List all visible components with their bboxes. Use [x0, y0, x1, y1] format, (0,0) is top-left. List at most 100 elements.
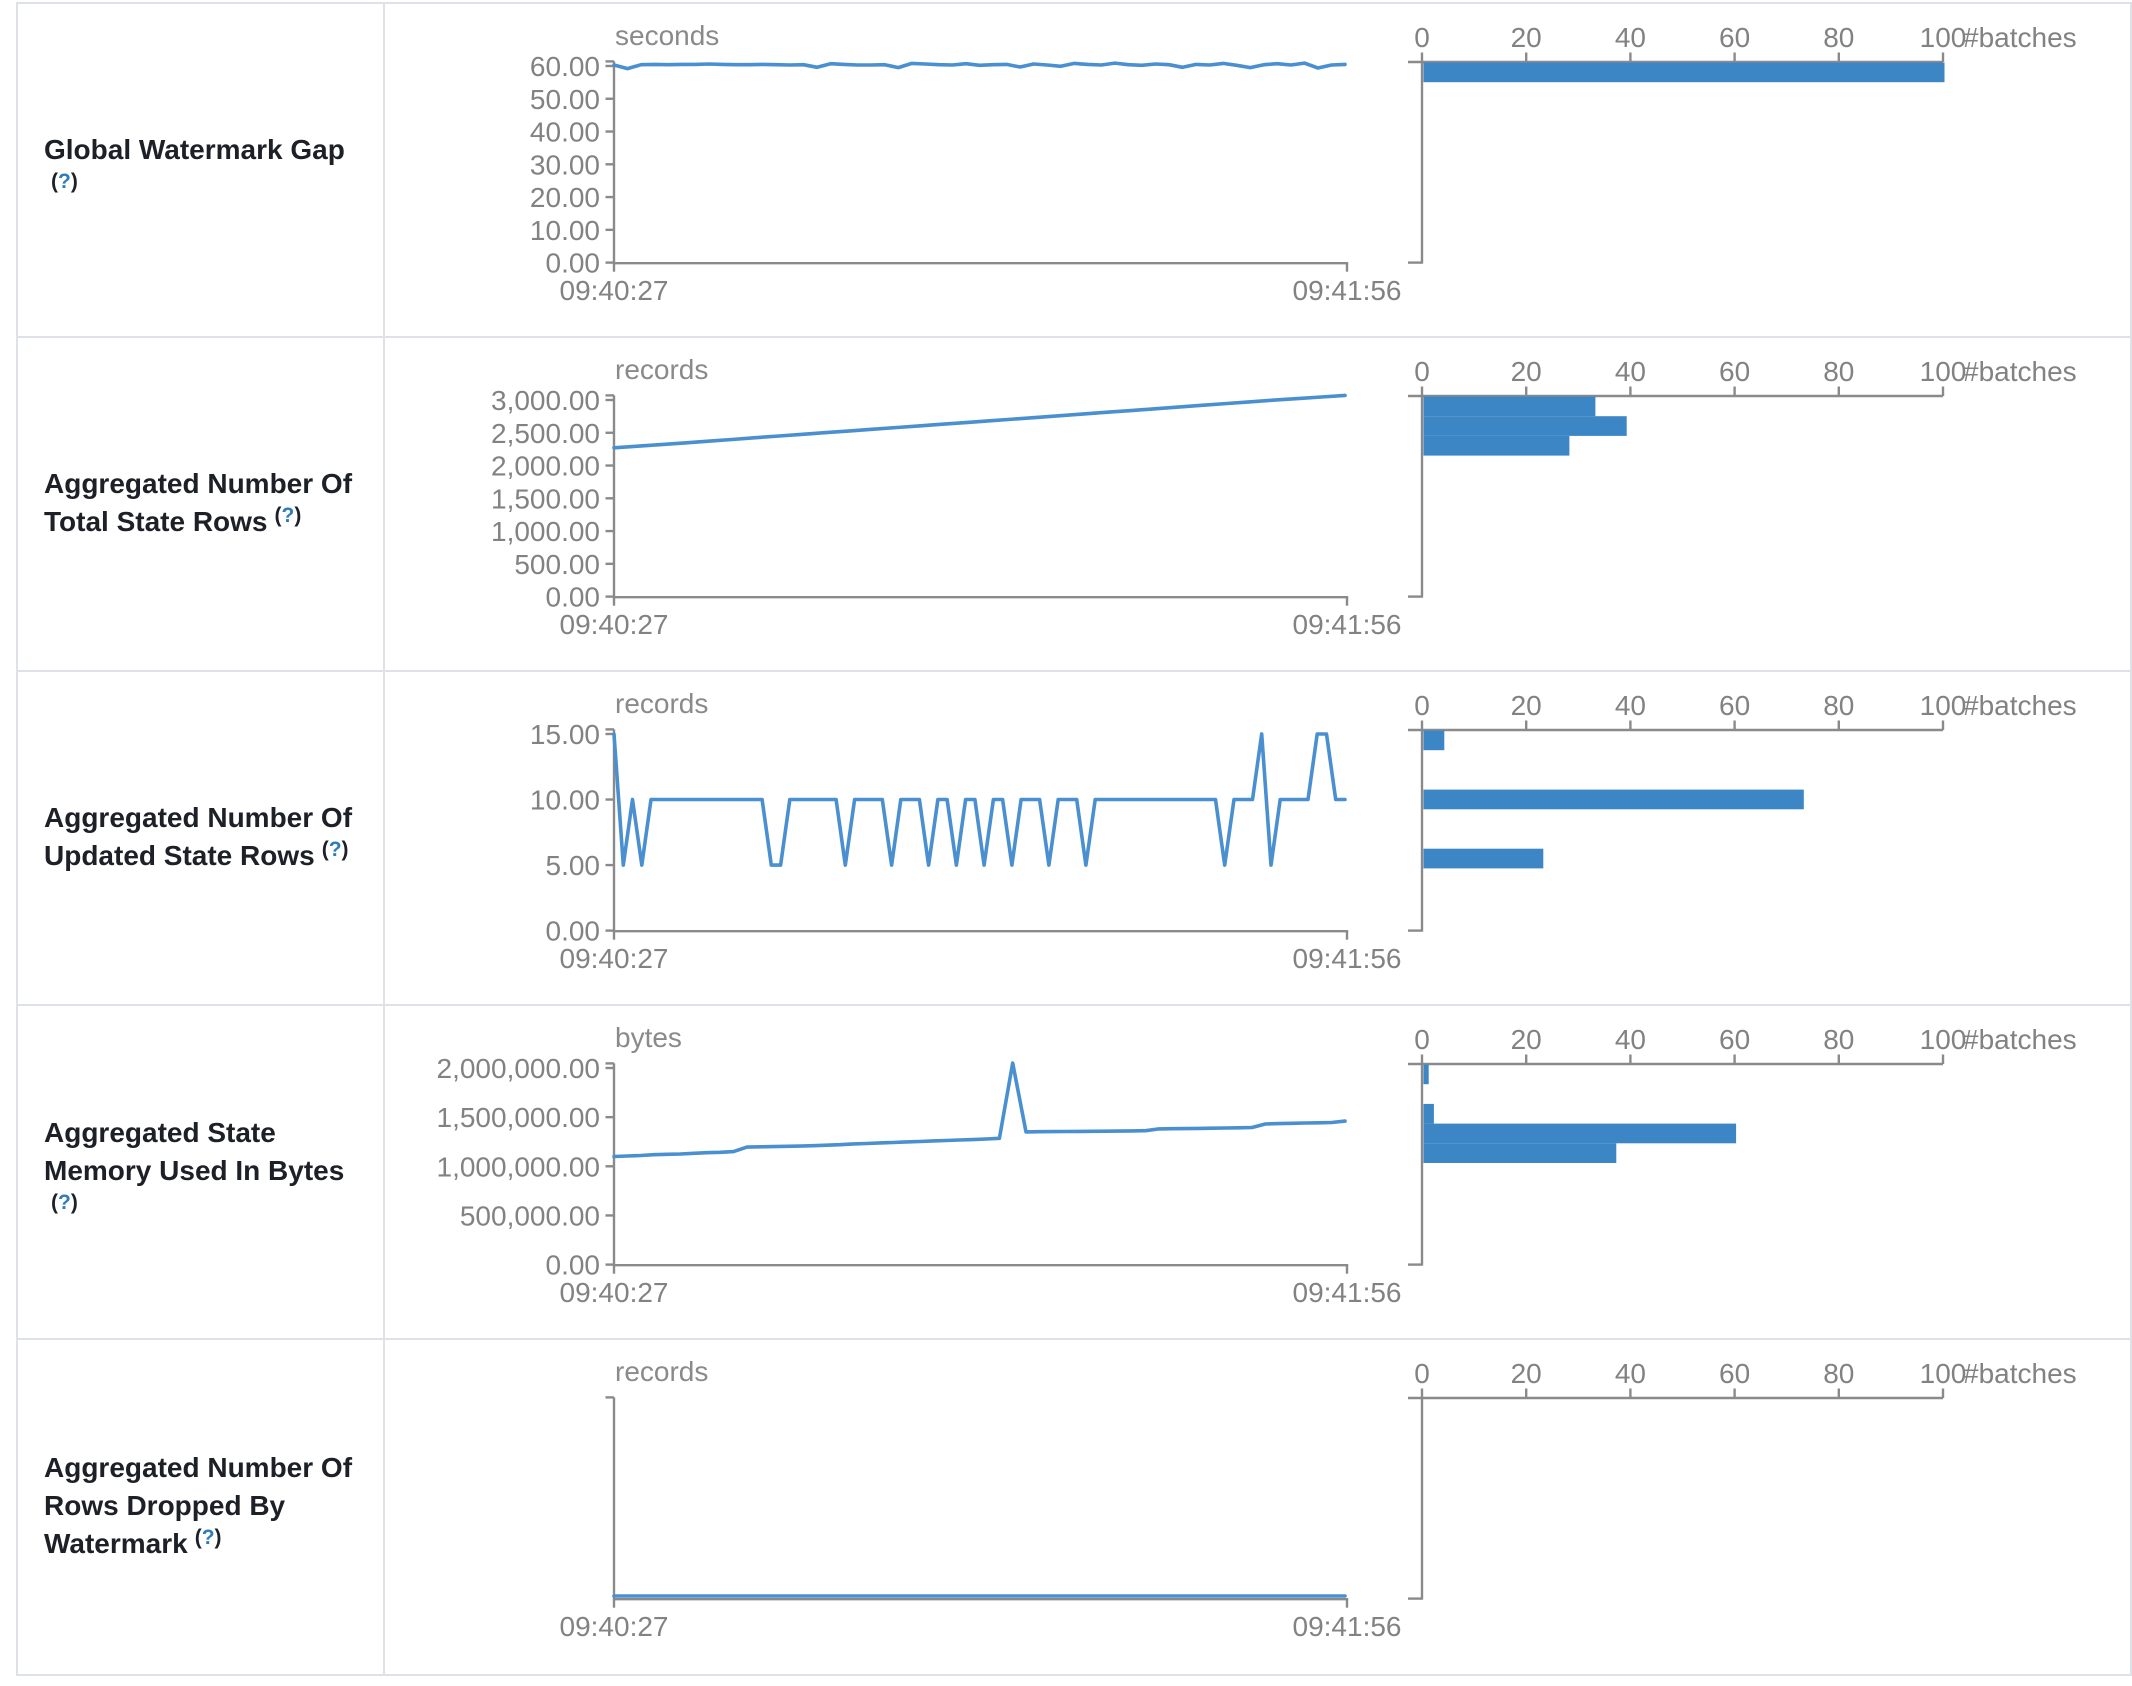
timeline-x-end-label: 09:41:56 — [1293, 609, 1402, 640]
help-question-mark: ? — [328, 837, 342, 861]
timeline-y-tick-label: 500,000.00 — [460, 1200, 600, 1231]
histogram-bar — [1423, 416, 1627, 436]
metric-label: Aggregated Number Of Total State Rows (?) — [44, 465, 352, 544]
histogram-x-tick-label: 100 — [1920, 1024, 1967, 1055]
histogram-x-tick-label: 0 — [1414, 22, 1430, 53]
metrics-table: Global Watermark Gap (?) seconds 60.00 50.0… — [16, 2, 2132, 1676]
metric-label-line: Aggregated State — [44, 1116, 276, 1148]
histogram-x-tick-label: 20 — [1511, 690, 1542, 721]
metric-label-cell: Aggregated Number Of Rows Dropped By Water… — [18, 1340, 385, 1674]
metric-label: Aggregated Number Of Rows Dropped By Water… — [44, 1449, 352, 1566]
histogram-x-tick-label: 80 — [1823, 1024, 1854, 1055]
histogram-chart: 0 20 40 60 80 100#batches — [1408, 1358, 2077, 1600]
help-question-mark: ? — [58, 1190, 71, 1214]
timeline-chart: bytes 2,000,000.00 1,500,000.00 1,000,000.0… — [437, 1022, 1402, 1308]
histogram-bar — [1423, 1103, 1434, 1124]
histogram-chart: 0 20 40 60 80 100#batches — [1408, 1024, 2077, 1266]
histogram-x-tick-label: 80 — [1823, 1358, 1854, 1389]
histogram-x-tick-label: 100 — [1920, 1358, 1967, 1389]
timeline-y-tick-label: 10.00 — [530, 785, 600, 816]
timeline-y-tick-label: 2,000.00 — [491, 451, 600, 482]
metric-label-line: Updated State Rows (?) — [44, 837, 349, 871]
timeline-unit-label: records — [615, 1356, 708, 1387]
timeline-y-tick-label: 500.00 — [514, 549, 600, 580]
histogram-x-tick-label: 20 — [1511, 22, 1542, 53]
help-question-mark: ? — [201, 1525, 215, 1549]
timeline-unit-label: seconds — [615, 20, 719, 51]
timeline-y-tick-label: 15.00 — [530, 719, 600, 750]
metric-label-cell: Aggregated State Memory Used In Bytes (?) — [18, 1006, 385, 1338]
histogram-x-tick-label: 80 — [1823, 690, 1854, 721]
histogram-bar — [1423, 62, 1945, 83]
timeline-y-tick-label: 40.00 — [530, 117, 600, 148]
timeline-y-tick-label: 20.00 — [530, 182, 600, 213]
histogram-chart: 0 20 40 60 80 100#batches — [1408, 356, 2077, 598]
histogram-x-tick-label: 20 — [1511, 1358, 1542, 1389]
timeline-y-tick-label: 1,500.00 — [491, 483, 600, 514]
histogram-chart: 0 20 40 60 80 100#batches — [1408, 22, 2077, 264]
histogram-x-tick-label: 80 — [1823, 356, 1854, 387]
metric-label: Global Watermark Gap (?) — [44, 131, 345, 210]
histogram-x-tick-label: 0 — [1414, 356, 1430, 387]
histogram-x-tick-label: 100 — [1920, 22, 1967, 53]
metric-label-line: Aggregated Number Of — [44, 801, 353, 833]
help-question-mark: ? — [281, 503, 295, 527]
timeline-series-line — [612, 61, 1347, 71]
timeline-y-tick-label: 2,000,000.00 — [437, 1053, 601, 1084]
histogram-x-tick-label: 40 — [1615, 22, 1646, 53]
timeline-series-line — [612, 1061, 1347, 1159]
metric-label-line: Total State Rows (?) — [44, 503, 302, 537]
histogram-bar — [1423, 1123, 1737, 1144]
timeline-y-tick-label: 2,500.00 — [491, 418, 600, 449]
timeline-y-tick-label: 0.00 — [546, 582, 601, 613]
histogram-bar — [1423, 435, 1570, 456]
histogram-x-tick-label: 0 — [1414, 690, 1430, 721]
histogram-bar — [1423, 1064, 1429, 1085]
help-icon[interactable]: (?) — [194, 1525, 222, 1549]
histogram-unit-label: #batches — [1963, 1358, 2077, 1389]
timeline-x-start-label: 09:40:27 — [560, 1277, 669, 1308]
histogram-bar — [1423, 396, 1596, 417]
help-icon[interactable]: (?) — [51, 1190, 78, 1214]
timeline-x-end-label: 09:41:56 — [1293, 1611, 1402, 1642]
timeline-series-line — [612, 393, 1347, 450]
metric-label-line: Rows Dropped By — [44, 1489, 286, 1521]
metric-label: Aggregated State Memory Used In Bytes (?) — [44, 1114, 344, 1231]
histogram-unit-label: #batches — [1963, 22, 2077, 53]
timeline-y-tick-label: 0.00 — [546, 248, 601, 279]
histogram-x-tick-label: 40 — [1615, 690, 1646, 721]
metric-row-updated-state-rows: Aggregated Number Of Updated State Rows (?… — [18, 672, 2130, 1006]
metric-label-line: (?) — [44, 169, 345, 210]
timeline-x-start-label: 09:40:27 — [560, 275, 669, 306]
help-icon[interactable]: (?) — [51, 169, 78, 193]
histogram-unit-label: #batches — [1963, 690, 2077, 721]
histogram-x-tick-label: 40 — [1615, 1358, 1646, 1389]
help-icon[interactable]: (?) — [321, 837, 349, 861]
timeline-y-tick-label: 1,000,000.00 — [437, 1151, 601, 1182]
histogram-x-tick-label: 60 — [1719, 1024, 1750, 1055]
metric-label-line: Global Watermark Gap — [44, 133, 345, 165]
histogram-x-tick-label: 0 — [1414, 1358, 1430, 1389]
timeline-unit-label: records — [615, 354, 708, 385]
histogram-x-tick-label: 0 — [1414, 1024, 1430, 1055]
metric-row-state-memory-used: Aggregated State Memory Used In Bytes (?) … — [18, 1006, 2130, 1340]
metric-label-line: Aggregated Number Of — [44, 1451, 353, 1483]
timeline-chart: records 09:40:27 09:41:56 — [560, 1356, 1402, 1642]
histogram-x-tick-label: 20 — [1511, 1024, 1542, 1055]
timeline-x-start-label: 09:40:27 — [560, 943, 669, 974]
histogram-x-tick-label: 100 — [1920, 356, 1967, 387]
help-icon[interactable]: (?) — [274, 503, 302, 527]
timeline-x-start-label: 09:40:27 — [560, 609, 669, 640]
timeline-x-end-label: 09:41:56 — [1293, 275, 1402, 306]
histogram-x-tick-label: 80 — [1823, 22, 1854, 53]
timeline-y-tick-label: 1,000.00 — [491, 516, 600, 547]
histogram-x-tick-label: 40 — [1615, 1024, 1646, 1055]
histogram-x-tick-label: 60 — [1719, 22, 1750, 53]
metric-row-rows-dropped-by-watermark: Aggregated Number Of Rows Dropped By Water… — [18, 1340, 2130, 1674]
timeline-x-end-label: 09:41:56 — [1293, 1277, 1402, 1308]
timeline-y-tick-label: 3,000.00 — [491, 385, 600, 416]
timeline-unit-label: bytes — [615, 1022, 682, 1053]
timeline-y-tick-label: 60.00 — [530, 51, 600, 82]
histogram-bar — [1423, 730, 1445, 751]
